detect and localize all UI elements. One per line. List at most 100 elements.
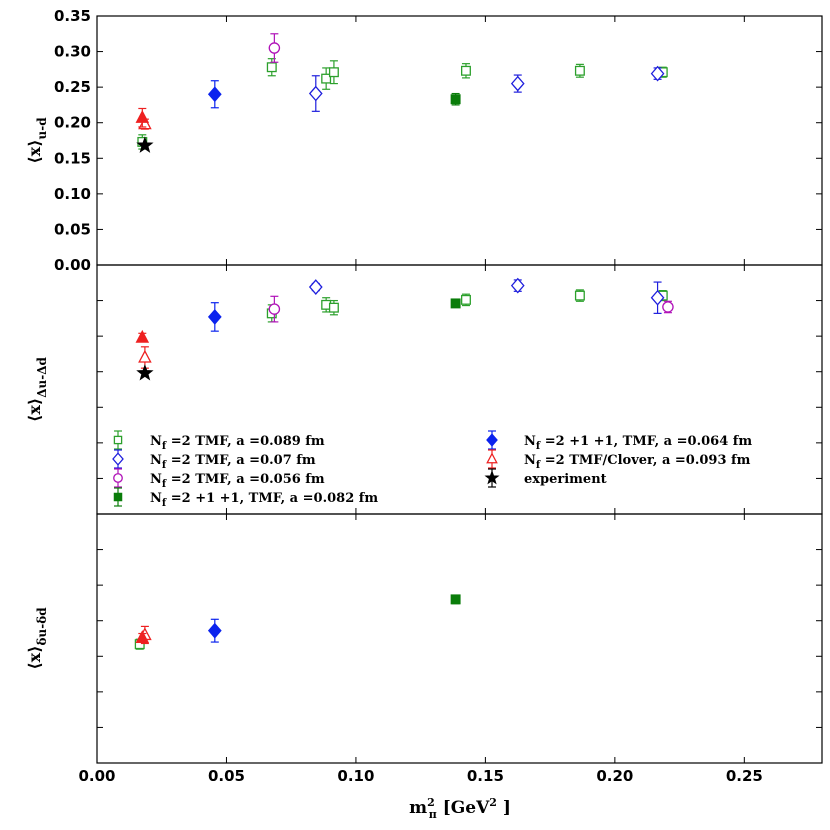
legend-item-left: Nf =2 TMF, a =0.07 fm (112, 449, 316, 471)
data-point (461, 293, 471, 307)
legend-label-prefix: N (524, 453, 536, 468)
legend-label: experiment (524, 472, 607, 487)
y-tick-label: 0.35 (54, 7, 91, 25)
marker-triangle (138, 349, 152, 363)
legend-label-rest: =2 TMF, a =0.056 fm (166, 472, 325, 487)
panel-frame (96, 513, 823, 764)
legend-label: Nf =2 TMF/Clover, a =0.093 fm (524, 453, 751, 471)
legend-label-prefix: N (150, 453, 162, 468)
marker-square (574, 65, 585, 76)
legend-marker (113, 473, 123, 483)
data-point (135, 329, 150, 343)
data-point (450, 298, 461, 309)
panel-2: ⟨x⟩Δu-Δd (25, 264, 823, 515)
data-point (650, 281, 665, 314)
legend-label-prefix: N (150, 434, 162, 449)
marker-square (450, 594, 461, 605)
marker-square (328, 302, 339, 313)
data-point (574, 289, 585, 302)
y-axis-label-base: ⟨x⟩ (25, 645, 44, 669)
data-point (135, 107, 150, 128)
legend-label-prefix: N (150, 472, 162, 487)
legend-item-right: experiment (484, 468, 607, 488)
marker-circle (268, 42, 281, 54)
data-point (662, 300, 674, 314)
y-axis-label: ⟨x⟩Δu-Δd (25, 356, 49, 421)
marker-diamond (308, 279, 323, 295)
data-point (650, 65, 665, 82)
x-tick-label: 0.00 (78, 767, 115, 785)
data-point (450, 594, 461, 605)
marker-circle (662, 301, 674, 313)
legend-item-left: Nf =2 TMF, a =0.056 fm (113, 468, 325, 490)
data-point (207, 80, 222, 109)
y-axis-label: ⟨x⟩u-d (25, 117, 49, 164)
legend-marker (112, 452, 124, 466)
marker-square (461, 65, 471, 76)
y-tick-label: 0.25 (54, 78, 91, 96)
data-point (510, 277, 525, 294)
marker-square (574, 290, 585, 301)
legend-label-sub: f (162, 460, 167, 471)
x-tick-label: 0.20 (596, 767, 633, 785)
data-point (321, 67, 332, 90)
data-point (308, 279, 323, 295)
y-tick-label: 0.05 (54, 220, 91, 238)
legend-label: Nf =2 TMF, a =0.07 fm (150, 453, 316, 471)
legend-item-right: Nf =2 TMF/Clover, a =0.093 fm (486, 449, 751, 471)
marker-square (450, 94, 461, 105)
legend-item-right: Nf =2 +1 +1, TMF, a =0.064 fm (486, 430, 752, 452)
data-point (136, 136, 154, 153)
x-tick-label: 0.10 (337, 767, 374, 785)
y-axis-label: ⟨x⟩δu-δd (25, 607, 49, 670)
marker-diamond (650, 289, 665, 306)
data-point (207, 302, 222, 332)
data-point (450, 92, 461, 106)
marker-diamond (650, 65, 665, 82)
data-point (268, 295, 281, 323)
x-axis-label-sup: 2 (427, 796, 435, 809)
x-axis-label: m2 π [GeV2 ] (409, 796, 511, 821)
marker-square (321, 73, 332, 84)
x-axis-label-main: m (409, 798, 427, 818)
marker-square (266, 62, 277, 73)
legend-label: Nf =2 TMF, a =0.089 fm (150, 434, 325, 452)
marker-triangle (135, 630, 150, 643)
legend-label-prefix: N (150, 491, 162, 506)
legend-label-prefix: N (524, 434, 536, 449)
data-point (574, 63, 585, 78)
marker-square (450, 298, 461, 309)
legend-label-rest: =2 TMF, a =0.089 fm (166, 434, 325, 449)
legend-label-rest: =2 TMF, a =0.07 fm (166, 453, 316, 468)
data-point (510, 74, 525, 93)
x-tick-label: 0.25 (726, 767, 763, 785)
marker-diamond (510, 277, 525, 294)
legend-label-rest: =2 TMF/Clover, a =0.093 fm (540, 453, 750, 468)
y-tick-label: 0.00 (54, 256, 91, 274)
marker-circle (268, 303, 281, 315)
legend-label-rest: =2 +1 +1, TMF, a =0.082 fm (166, 491, 378, 506)
x-axis-label-sub: π (429, 808, 437, 821)
y-axis-label-base: ⟨x⟩ (25, 139, 44, 163)
legend-label-sub: f (162, 441, 167, 452)
marker-star (136, 364, 154, 381)
marker-square (461, 294, 471, 305)
legend-marker (486, 433, 498, 447)
data-point (135, 630, 150, 643)
legend-item-left: Nf =2 TMF, a =0.089 fm (113, 430, 325, 452)
legend-label-sub: f (536, 460, 541, 471)
legend-label-sub: f (162, 479, 167, 490)
panel-3: ⟨x⟩δu-δd (25, 513, 823, 764)
marker-diamond (207, 86, 222, 103)
legend-marker (484, 470, 500, 485)
y-axis-label-sub: δu-δd (35, 607, 49, 646)
marker-diamond (308, 85, 323, 102)
marker-triangle (135, 329, 150, 343)
panel-frame (96, 15, 823, 266)
y-axis-label-sub: u-d (35, 117, 49, 140)
legend-item-left: Nf =2 +1 +1, TMF, a =0.082 fm (113, 487, 378, 509)
marker-diamond (207, 309, 222, 325)
